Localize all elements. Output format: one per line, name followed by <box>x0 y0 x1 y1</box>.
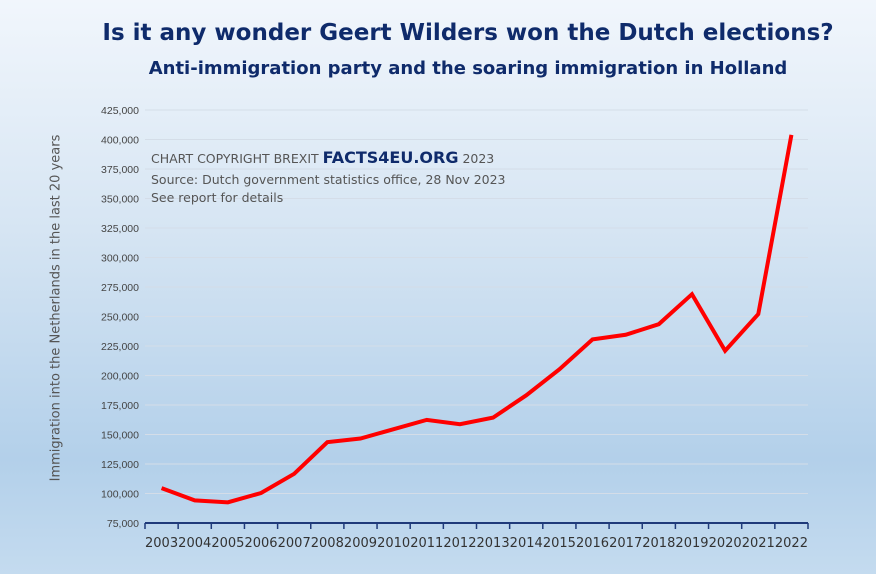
x-tick-label: 2015 <box>543 536 576 551</box>
y-tick-label: 125,000 <box>101 459 139 471</box>
y-tick-label: 425,000 <box>101 105 139 117</box>
x-tick-label: 2022 <box>775 536 808 551</box>
y-tick-label: 225,000 <box>101 341 139 353</box>
x-tick-label: 2016 <box>576 536 609 551</box>
x-tick-label: 2006 <box>244 536 277 551</box>
x-tick-label: 2017 <box>609 536 642 551</box>
brand-logo-text: FACTS4EU.ORG <box>322 148 459 167</box>
x-tick-label: 2012 <box>443 536 476 551</box>
chart-subtitle: Anti-immigration party and the soaring i… <box>148 58 788 79</box>
x-tick-label: 2011 <box>410 536 443 551</box>
y-tick-label: 250,000 <box>101 312 139 324</box>
copyright-note: CHART COPYRIGHT BREXIT FACTS4EU.ORG 2023 <box>151 148 494 167</box>
y-tick-label: 350,000 <box>101 194 139 206</box>
x-tick-label: 2007 <box>278 536 311 551</box>
data-line <box>160 134 794 505</box>
y-tick-label: 200,000 <box>101 371 139 383</box>
copyright-year: 2023 <box>462 151 495 166</box>
x-tick-label: 2005 <box>211 536 244 551</box>
x-tick-label: 2003 <box>145 536 178 551</box>
y-tick-label: 275,000 <box>101 282 139 294</box>
y-tick-label: 375,000 <box>101 164 139 176</box>
y-tick-label: 75,000 <box>107 518 139 530</box>
details-note: See report for details <box>151 190 284 205</box>
y-tick-label: 100,000 <box>101 489 139 501</box>
x-tick-label: 2009 <box>344 536 377 551</box>
x-tick-label: 2013 <box>477 536 510 551</box>
x-tick-label: 2020 <box>709 536 742 551</box>
x-tick-label: 2018 <box>642 536 675 551</box>
chart-title: Is it any wonder Geert Wilders won the D… <box>102 20 834 46</box>
x-tick-label: 2004 <box>178 536 211 551</box>
y-tick-label: 400,000 <box>101 135 139 147</box>
y-tick-label: 300,000 <box>101 253 139 265</box>
x-tick-label: 2010 <box>377 536 410 551</box>
x-tick-label: 2014 <box>510 536 543 551</box>
copyright-prefix: CHART COPYRIGHT BREXIT <box>151 151 319 166</box>
source-note: Source: Dutch government statistics offi… <box>151 172 506 187</box>
x-tick-label: 2008 <box>311 536 344 551</box>
x-tick-label: 2021 <box>742 536 775 551</box>
y-tick-label: 150,000 <box>101 430 139 442</box>
x-tick-label: 2019 <box>675 536 708 551</box>
y-tick-label: 325,000 <box>101 223 139 235</box>
y-tick-label: 175,000 <box>101 400 139 412</box>
